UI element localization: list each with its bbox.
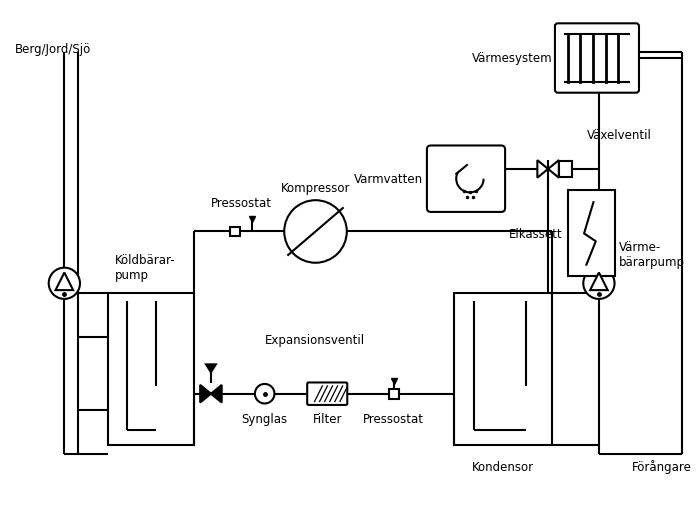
Bar (454, 293, 552, 444)
Polygon shape (200, 385, 211, 402)
Bar (568, 191, 615, 277)
Polygon shape (211, 385, 222, 402)
Circle shape (49, 268, 80, 299)
Text: Värmesystem: Värmesystem (473, 52, 553, 65)
Bar (108, 293, 195, 444)
Circle shape (284, 201, 346, 263)
FancyBboxPatch shape (555, 24, 639, 93)
Text: Pressostat: Pressostat (211, 196, 272, 209)
Text: Värme-
bärarpump: Värme- bärarpump (619, 240, 685, 269)
Bar (559, 162, 572, 177)
Text: Förångare: Förångare (631, 459, 692, 473)
FancyBboxPatch shape (427, 146, 505, 213)
Text: Kompressor: Kompressor (281, 182, 350, 194)
Circle shape (583, 268, 615, 299)
Bar (230, 227, 240, 237)
FancyBboxPatch shape (307, 383, 347, 405)
Text: Synglas: Synglas (241, 412, 288, 425)
Polygon shape (55, 273, 73, 290)
Text: Berg/Jord/Sjö: Berg/Jord/Sjö (15, 43, 91, 56)
Text: Kondensor: Kondensor (472, 460, 534, 473)
Polygon shape (590, 273, 608, 290)
Polygon shape (206, 365, 216, 373)
Text: Pressostat: Pressostat (363, 412, 424, 425)
Circle shape (255, 384, 274, 403)
Text: Varmvatten: Varmvatten (354, 173, 423, 186)
Text: Elkassett: Elkassett (509, 227, 563, 240)
Bar (389, 389, 398, 399)
Text: Växelventil: Växelventil (587, 129, 652, 142)
Text: Filter: Filter (312, 412, 342, 425)
Text: Köldbärar-
pump: Köldbärar- pump (116, 253, 176, 281)
Text: Expansionsventil: Expansionsventil (265, 334, 365, 347)
